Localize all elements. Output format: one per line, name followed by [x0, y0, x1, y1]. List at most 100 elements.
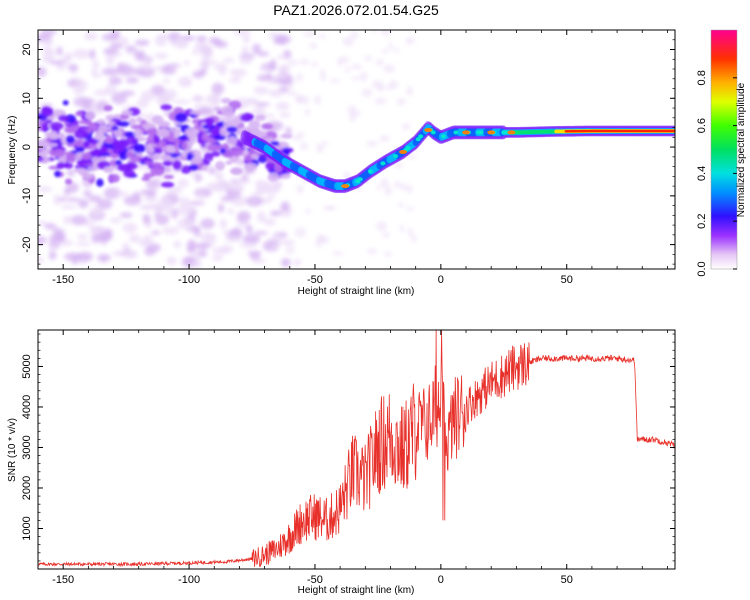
- signal-blob: [75, 146, 85, 153]
- noise-blob: [342, 36, 354, 47]
- noise-blob: [205, 182, 221, 192]
- noise-blob: [374, 97, 387, 105]
- signal-blob: [150, 166, 165, 176]
- noise-blob: [382, 231, 390, 238]
- noise-blob: [364, 55, 372, 62]
- noise-blob: [119, 212, 133, 218]
- noise-blob: [97, 253, 111, 262]
- noise-blob: [285, 82, 294, 88]
- noise-blob: [243, 98, 259, 106]
- noise-blob: [251, 191, 265, 196]
- noise-blob: [179, 196, 190, 209]
- noise-blob: [267, 194, 276, 200]
- noise-blob: [269, 210, 282, 217]
- colorbar-frame: [710, 29, 738, 270]
- signal-blob: [75, 111, 83, 117]
- signal-blob: [244, 162, 258, 171]
- signal-blob: [41, 107, 54, 117]
- noise-blob: [252, 43, 262, 55]
- noise-blob: [392, 48, 400, 53]
- noise-blob: [306, 30, 315, 37]
- noise-blob: [196, 191, 205, 200]
- noise-blob: [343, 171, 349, 178]
- noise-blob: [207, 167, 217, 175]
- signal-blob: [85, 110, 96, 121]
- noise-blob: [405, 36, 415, 45]
- spectrogram-frame: [37, 29, 676, 270]
- noise-blob: [269, 59, 277, 71]
- noise-blob: [196, 35, 207, 42]
- signal-blob: [207, 143, 222, 152]
- noise-blob: [401, 123, 411, 131]
- noise-blob: [350, 63, 363, 70]
- x-tick-label: -150: [52, 574, 74, 586]
- noise-blob: [393, 181, 403, 189]
- ridge-spot: [507, 130, 516, 135]
- noise-blob: [66, 197, 81, 202]
- noise-blob: [143, 195, 159, 202]
- noise-blob: [90, 69, 99, 76]
- noise-blob: [407, 227, 413, 237]
- noise-blob: [196, 249, 208, 258]
- noise-blob: [219, 65, 227, 76]
- signal-blob: [225, 160, 233, 165]
- noise-blob: [273, 39, 286, 45]
- noise-blob: [274, 181, 282, 191]
- noise-blob: [278, 239, 296, 245]
- noise-blob: [70, 215, 88, 226]
- noise-blob: [366, 140, 378, 147]
- noise-blob: [54, 232, 66, 243]
- signal-blob: [201, 133, 209, 142]
- noise-blob: [268, 89, 284, 98]
- noise-blob: [123, 195, 142, 206]
- noise-blob: [241, 45, 249, 55]
- signal-blob: [130, 155, 143, 163]
- noise-blob: [115, 191, 129, 197]
- noise-blob: [229, 69, 236, 74]
- ridge-peak: [672, 129, 675, 133]
- noise-blob: [136, 64, 154, 71]
- x-tick-label: -50: [307, 574, 323, 586]
- signal-blob: [41, 122, 49, 133]
- noise-blob: [280, 201, 290, 212]
- signal-blob: [107, 121, 115, 126]
- colorbar-tick-label: 0.4: [696, 166, 708, 181]
- x-tick-label: -100: [178, 274, 200, 286]
- noise-blob: [295, 72, 304, 82]
- spectrogram-ylabel: Frequency (Hz): [7, 116, 18, 185]
- noise-blob: [156, 95, 164, 106]
- signal-blob: [49, 134, 59, 140]
- noise-blob: [285, 244, 296, 255]
- colorbar: 0.0 0.2 0.4 0.6 0.8 Normalized spectral ampl…: [696, 29, 747, 277]
- noise-blob: [125, 45, 137, 53]
- signal-blob: [151, 115, 164, 125]
- signal-blob: [116, 141, 130, 148]
- noise-blob: [108, 76, 123, 85]
- noise-blob: [48, 251, 57, 260]
- noise-blob: [186, 243, 196, 254]
- y-tick-label: -20: [21, 237, 33, 253]
- noise-blob: [214, 170, 224, 181]
- noise-blob: [176, 218, 195, 230]
- signal-blob: [115, 159, 122, 166]
- noise-blob: [136, 98, 149, 109]
- signal-blob: [103, 166, 114, 173]
- noise-blob: [287, 59, 299, 66]
- noise-blob: [305, 208, 311, 215]
- noise-blob: [41, 47, 52, 52]
- noise-blob: [38, 186, 53, 193]
- signal-blob: [227, 119, 242, 127]
- noise-blob: [63, 215, 73, 225]
- noise-blob: [191, 95, 205, 102]
- noise-blob: [371, 79, 384, 89]
- noise-blob: [294, 227, 307, 238]
- noise-blob: [411, 234, 417, 243]
- noise-blob: [226, 188, 242, 200]
- noise-blob: [126, 50, 135, 55]
- noise-blob: [349, 31, 359, 40]
- noise-blob: [271, 243, 280, 249]
- signal-blob: [163, 174, 174, 179]
- signal-blob: [210, 151, 221, 157]
